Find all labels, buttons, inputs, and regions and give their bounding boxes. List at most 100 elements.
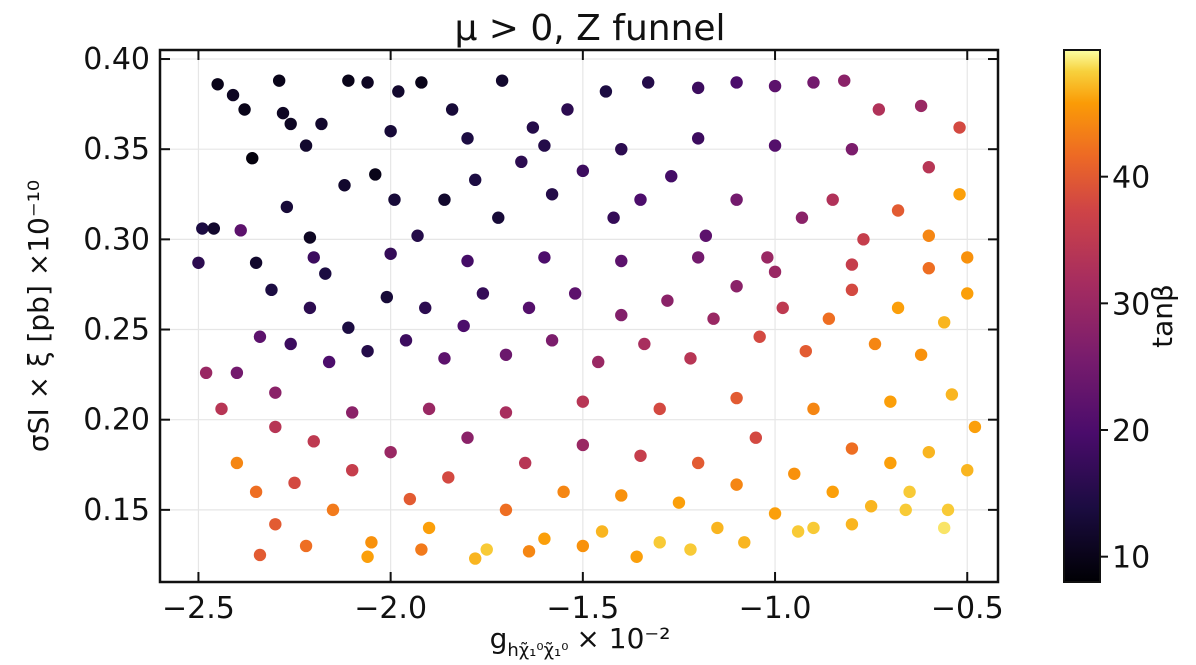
scatter-point [961,287,974,300]
scatter-point [899,503,912,517]
scatter-point [272,74,286,87]
scatter-point [691,456,705,470]
scatter-point [392,85,405,98]
scatter-point [768,79,782,93]
y-tick-label: 0.30 [83,222,150,257]
scatter-point [937,521,951,535]
scatter-point [445,103,459,116]
scatter-point [461,132,474,145]
scatter-point [338,179,351,192]
scatter-point [249,485,263,499]
colorbar-tick-label: 20 [1112,414,1150,449]
scatter-point [419,301,432,315]
y-tick-label: 0.15 [83,493,150,528]
scatter-point [630,550,643,563]
scatter-point [576,164,590,178]
scatter-point [518,456,532,470]
scatter-point [253,330,267,343]
scatter-point [845,518,859,531]
y-tick-label: 0.35 [83,132,150,167]
scatter-point [868,337,882,351]
scatter-point [399,334,413,347]
scatter-point [937,316,951,329]
x-tick-label: −0.5 [931,591,1004,626]
scatter-point [438,352,451,365]
scatter-point [961,463,974,477]
scatter-point [384,247,397,260]
scatter-point [253,548,267,562]
scatter-point [826,193,839,206]
scatter-point [914,348,928,361]
scatter-point [730,193,743,206]
scatter-point [903,485,916,499]
scatter-point [699,229,713,242]
scatter-point [388,193,401,206]
scatter-point [361,550,374,563]
scatter-point [307,435,320,448]
scatter-point [199,366,213,380]
scatter-point [788,467,801,480]
scatter-point [230,366,244,380]
colorbar-tick-label: 30 [1112,287,1150,322]
scatter-point [480,543,493,556]
scatter-point [246,152,259,165]
scatter-point [857,233,870,246]
scatter-point [234,224,247,237]
scatter-point [795,211,809,224]
scatter-point [711,521,724,535]
scatter-point [361,344,374,358]
colorbar-label: tanβ [1146,284,1179,348]
scatter-point [342,321,355,334]
y-tick-label: 0.40 [83,42,150,77]
colorbar [1063,49,1101,583]
scatter-point [526,121,540,134]
scatter-point [707,312,720,325]
y-axis-title: σSI × ξ [pb] ×10⁻¹⁰ [22,180,55,452]
scatter-point [319,267,332,280]
scatter-point [196,222,209,235]
scatter-point [326,503,340,517]
scatter-point [207,222,221,235]
scatter-point [461,254,474,268]
scatter-point [361,76,374,89]
scatter-point [346,463,359,477]
scatter-point [872,103,886,116]
scatter-point [953,188,966,201]
scatter-point [753,330,766,343]
scatter-point [403,492,417,506]
scatter-point [730,391,743,405]
scatter-point [476,287,490,300]
scatter-point [461,431,474,444]
scatter-point [749,431,763,444]
scatter-point [384,445,397,459]
x-tick-label: −1.0 [739,591,812,626]
scatter-point [211,78,224,91]
scatter-point [615,254,628,268]
scatter-point [276,106,290,120]
scatter-point [730,76,743,89]
scatter-point [922,161,936,174]
scatter-point [799,344,812,358]
scatter-point [422,402,436,416]
scatter-point [492,211,505,224]
scatter-point [761,251,774,264]
x-axis-title-subscript: hχ̃₁⁰χ̃₁⁰ [507,640,568,661]
scatter-point [576,438,590,452]
scatter-point [615,142,628,156]
scatter-point [634,193,647,206]
x-tick-label: −2.5 [162,591,235,626]
scatter-point [284,117,297,131]
scatter-point [576,539,590,553]
scatter-point [914,99,928,113]
x-axis-title: ghχ̃₁⁰χ̃₁⁰ × 10⁻² [490,622,671,661]
scatter-point [303,231,317,244]
scatter-point [845,258,859,271]
scatter-point [822,312,836,325]
y-tick-label: 0.25 [83,313,150,348]
scatter-points [192,74,982,565]
scatter-point [557,485,570,499]
scatter-point [653,402,666,416]
scatter-point [545,334,559,347]
scatter-point [384,124,397,138]
colorbar-tick-label: 40 [1112,161,1150,196]
